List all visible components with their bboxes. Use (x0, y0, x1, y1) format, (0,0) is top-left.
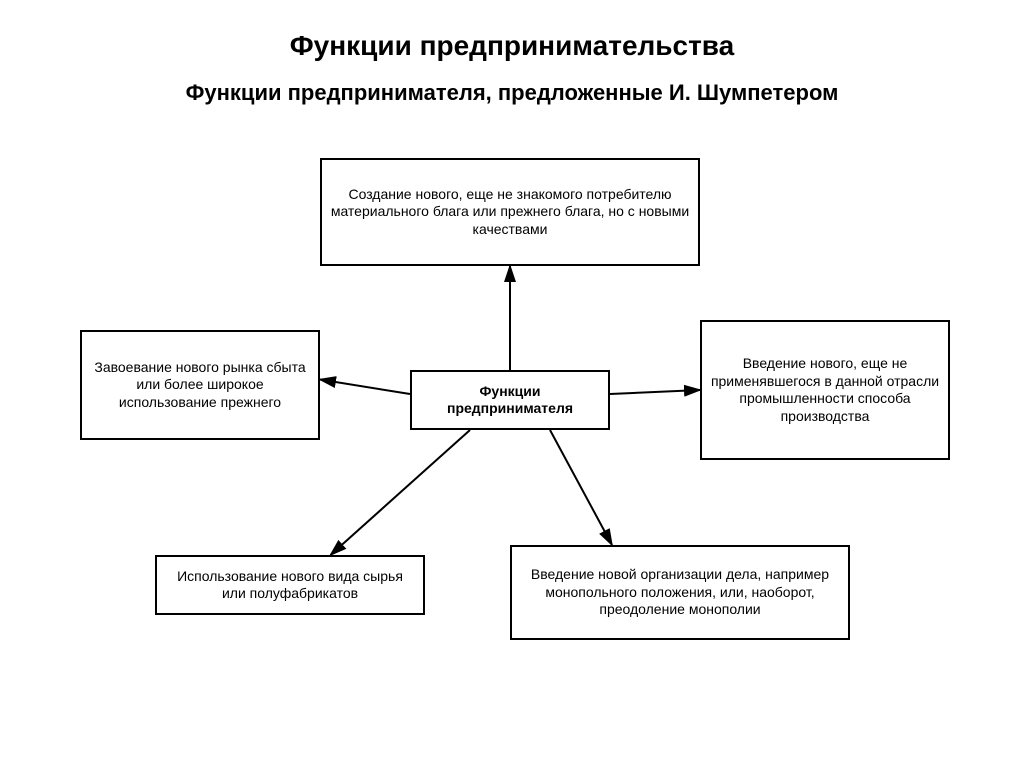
node-center: Функции предпринимателя (410, 370, 610, 430)
node-top: Создание нового, еще не знакомого потреб… (320, 158, 700, 266)
diagram-canvas: Функции предпринимательства Функции пред… (0, 0, 1024, 768)
edge-center-to-bottomRight (550, 430, 612, 545)
node-left: Завоевание нового рынка сбыта или более … (80, 330, 320, 440)
node-bottom-left: Использование нового вида сырья или полу… (155, 555, 425, 615)
sub-title: Функции предпринимателя, предложенные И.… (0, 80, 1024, 106)
edge-center-to-bottomLeft (331, 430, 471, 555)
node-right: Введение нового, еще не применявшегося в… (700, 320, 950, 460)
main-title: Функции предпринимательства (0, 30, 1024, 62)
edge-center-to-left (320, 380, 410, 395)
node-bottom-right: Введение новой организации дела, наприме… (510, 545, 850, 640)
edge-center-to-right (610, 390, 700, 394)
